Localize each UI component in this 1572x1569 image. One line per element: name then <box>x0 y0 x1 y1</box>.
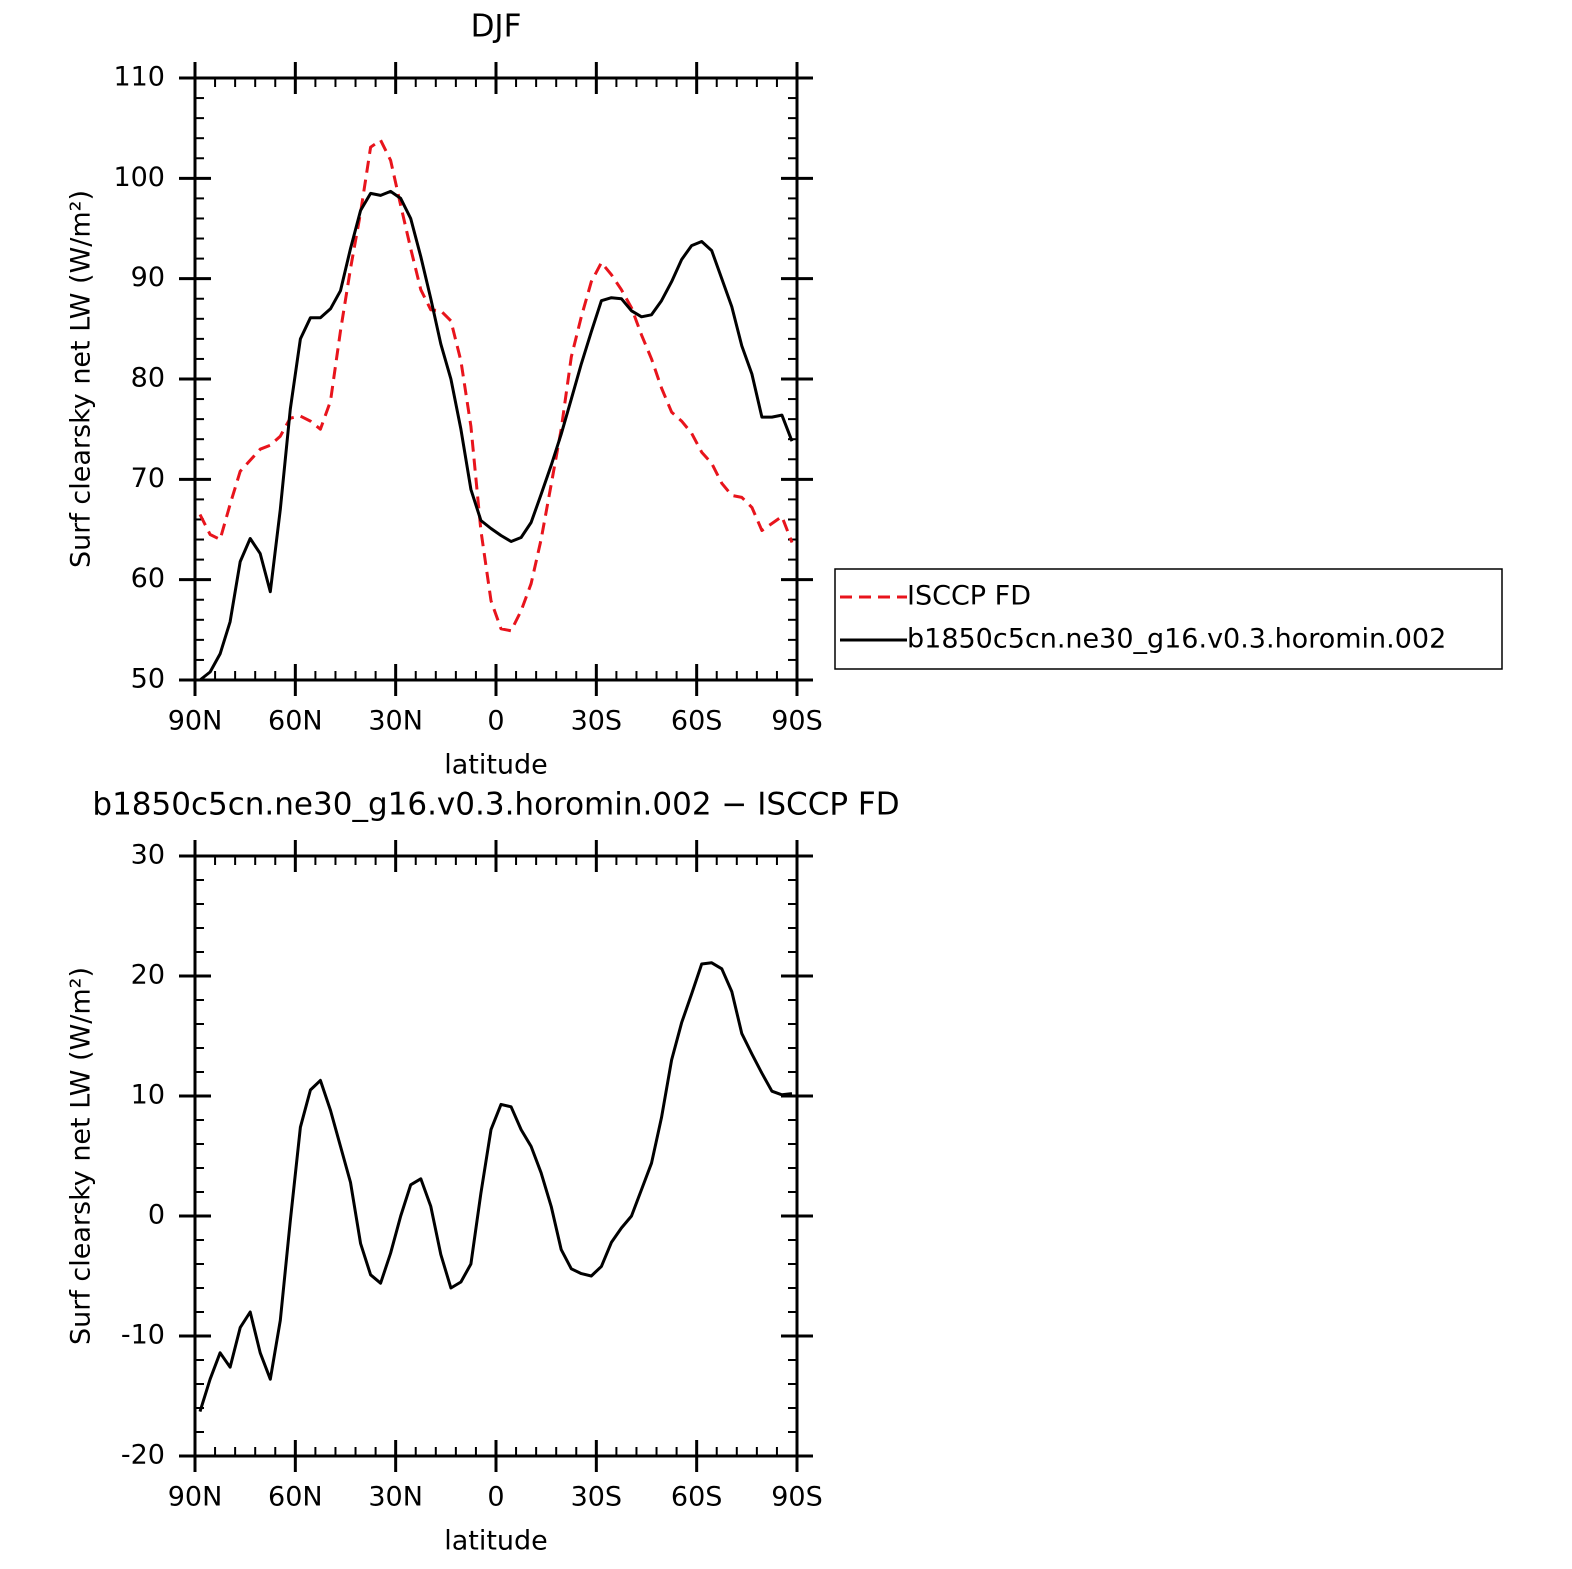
y-axis-label: Surf clearsky net LW (W/m²) <box>66 967 97 1345</box>
legend-label: ISCCP FD <box>907 581 1031 612</box>
x-tick-label: 0 <box>487 1482 504 1513</box>
y-tick-label: -20 <box>121 1440 165 1471</box>
y-tick-label: 20 <box>131 960 165 991</box>
data-line <box>199 189 794 682</box>
y-tick-label: 100 <box>113 162 165 193</box>
plot-frame <box>193 76 799 682</box>
legend-box <box>834 568 1503 670</box>
y-tick-label: 50 <box>131 664 165 695</box>
x-tick-label: 30S <box>571 706 623 737</box>
x-tick-label: 60S <box>671 1482 723 1513</box>
y-tick-label: 10 <box>131 1080 165 1111</box>
x-axis-label: latitude <box>444 750 548 781</box>
x-tick-label: 90N <box>168 706 223 737</box>
y-tick-label: 0 <box>148 1200 165 1231</box>
x-tick-label: 30N <box>368 706 423 737</box>
y-tick-label: 80 <box>131 363 165 394</box>
y-tick-label: 30 <box>131 840 165 871</box>
y-tick-label: 60 <box>131 563 165 594</box>
plot-frame <box>193 854 799 1458</box>
x-tick-label: 60N <box>268 1482 323 1513</box>
chart-title: b1850c5cn.ne30_g16.v0.3.horomin.002 − IS… <box>92 787 899 823</box>
x-tick-label: 0 <box>487 706 504 737</box>
y-tick-label: 70 <box>131 463 165 494</box>
x-tick-label: 30N <box>368 1482 423 1513</box>
y-tick-label: 110 <box>113 62 165 93</box>
legend-label: b1850c5cn.ne30_g16.v0.3.horomin.002 <box>907 624 1446 655</box>
x-tick-label: 60N <box>268 706 323 737</box>
x-tick-label: 90N <box>168 1482 223 1513</box>
chart-title: DJF <box>471 9 522 45</box>
y-tick-label: -10 <box>121 1320 165 1351</box>
x-tick-label: 90S <box>771 706 823 737</box>
x-tick-label: 90S <box>771 1482 823 1513</box>
x-tick-label: 30S <box>571 1482 623 1513</box>
x-tick-label: 60S <box>671 706 723 737</box>
data-line <box>198 138 794 633</box>
y-axis-label: Surf clearsky net LW (W/m²) <box>66 190 97 568</box>
data-line <box>198 961 793 1413</box>
x-axis-label: latitude <box>444 1526 548 1557</box>
y-tick-label: 90 <box>131 262 165 293</box>
